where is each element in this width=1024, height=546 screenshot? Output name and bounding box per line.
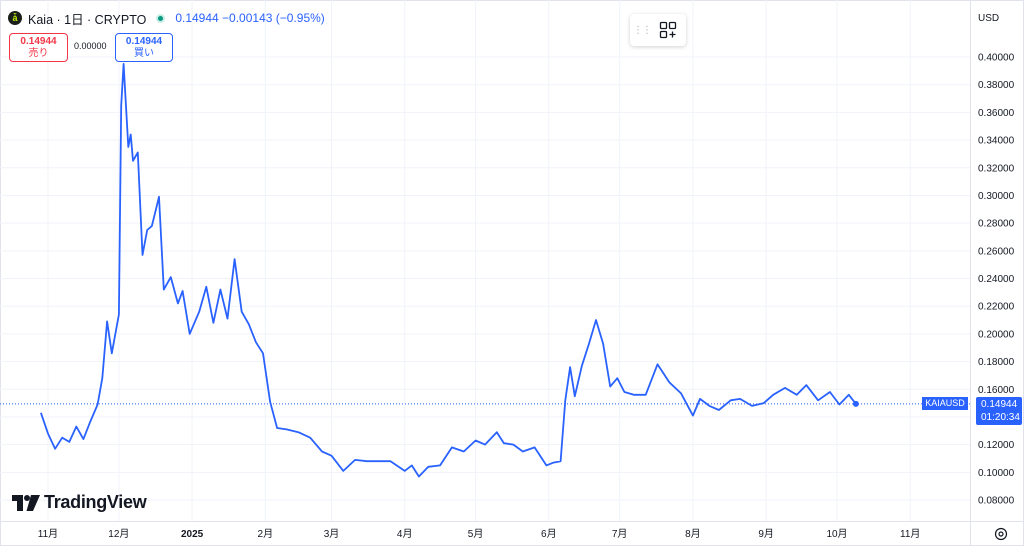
price-tick-label: 0.24000: [978, 274, 1015, 285]
time-tick-label: 4月: [397, 528, 413, 540]
symbol-header: ǡ Kaia · 1日 · CRYPTO 0.14944 −0.00143 (−…: [8, 8, 325, 28]
layout-add-button[interactable]: [653, 17, 683, 43]
price-tick-label: 0.36000: [978, 108, 1015, 119]
brand-name: TradingView: [44, 492, 147, 512]
time-tick-label: 12月: [108, 528, 129, 540]
settings-icon: [994, 527, 1008, 541]
sell-label: 売り: [28, 48, 49, 59]
bar-countdown: 01:20:34: [981, 412, 1020, 423]
time-tick-label: 11月: [900, 528, 920, 540]
floating-toolbar: ⋮⋮: [630, 14, 686, 46]
time-tick-label: 8月: [685, 528, 701, 540]
time-tick-label: 6月: [541, 528, 557, 540]
price-tick-label: 0.38000: [978, 80, 1015, 91]
buy-button[interactable]: 0.14944 買い: [115, 33, 173, 62]
time-tick-label: 5月: [468, 528, 484, 540]
market-status-icon[interactable]: [156, 13, 166, 23]
currency-selector[interactable]: USD: [978, 12, 1000, 24]
last-price-value: 0.14944: [981, 399, 1018, 410]
time-tick-label: 9月: [758, 528, 774, 540]
time-tick-label: 2月: [258, 528, 274, 540]
price-tick-label: 0.28000: [978, 219, 1015, 230]
price-tick-label: 0.32000: [978, 163, 1015, 174]
chart-settings-button[interactable]: [993, 526, 1009, 542]
buy-price: 0.14944: [125, 36, 163, 47]
time-tick-label: 2025: [181, 529, 204, 540]
price-tick-label: 0.08000: [978, 496, 1015, 507]
price-tick-label: 0.22000: [978, 302, 1015, 313]
spread-value: 0.00000: [74, 41, 107, 51]
drag-handle-icon[interactable]: ⋮⋮: [633, 24, 652, 36]
symbol-title[interactable]: Kaia · 1日 · CRYPTO: [28, 12, 147, 27]
time-tick-label: 7月: [612, 528, 628, 540]
price-series-line: [40, 63, 857, 478]
time-tick-label: 3月: [324, 528, 340, 540]
quote-summary: 0.14944 −0.00143 (−0.95%): [175, 11, 325, 25]
layout-add-icon: [659, 21, 677, 39]
grid-layer: [0, 0, 970, 521]
price-tick-label: 0.10000: [978, 468, 1015, 479]
price-tick-label: 0.34000: [978, 136, 1015, 147]
tradingview-logo[interactable]: TradingView: [12, 492, 147, 513]
price-tick-label: 0.12000: [978, 440, 1015, 451]
price-tick-label: 0.26000: [978, 246, 1015, 257]
price-tick-label: 0.20000: [978, 329, 1015, 340]
time-tick-label: 11月: [38, 528, 58, 540]
price-tick-label: 0.40000: [978, 53, 1015, 64]
price-tick-label: 0.18000: [978, 357, 1015, 368]
last-price-tag: 0.14944 01:20:34: [976, 397, 1022, 425]
time-axis: 11月 12月 2025 2月 3月 4月 5月 6月 7月 8月 9月 10月 11月: [38, 528, 921, 540]
symbol-price-label: KAIAUSD: [922, 397, 968, 410]
time-tick-label: 10月: [826, 528, 847, 540]
price-tick-label: 0.16000: [978, 385, 1015, 396]
sell-price: 0.14944: [20, 36, 57, 47]
kaia-logo-icon: ǡ: [8, 11, 22, 25]
last-price-dot: [852, 400, 859, 407]
tradingview-logo-icon: [12, 494, 40, 511]
price-tick-label: 0.30000: [978, 191, 1015, 202]
buy-label: 買い: [134, 48, 154, 59]
price-axis: 0.080000.100000.120000.140000.160000.180…: [978, 53, 1015, 507]
sell-button[interactable]: 0.14944 売り: [9, 33, 68, 62]
